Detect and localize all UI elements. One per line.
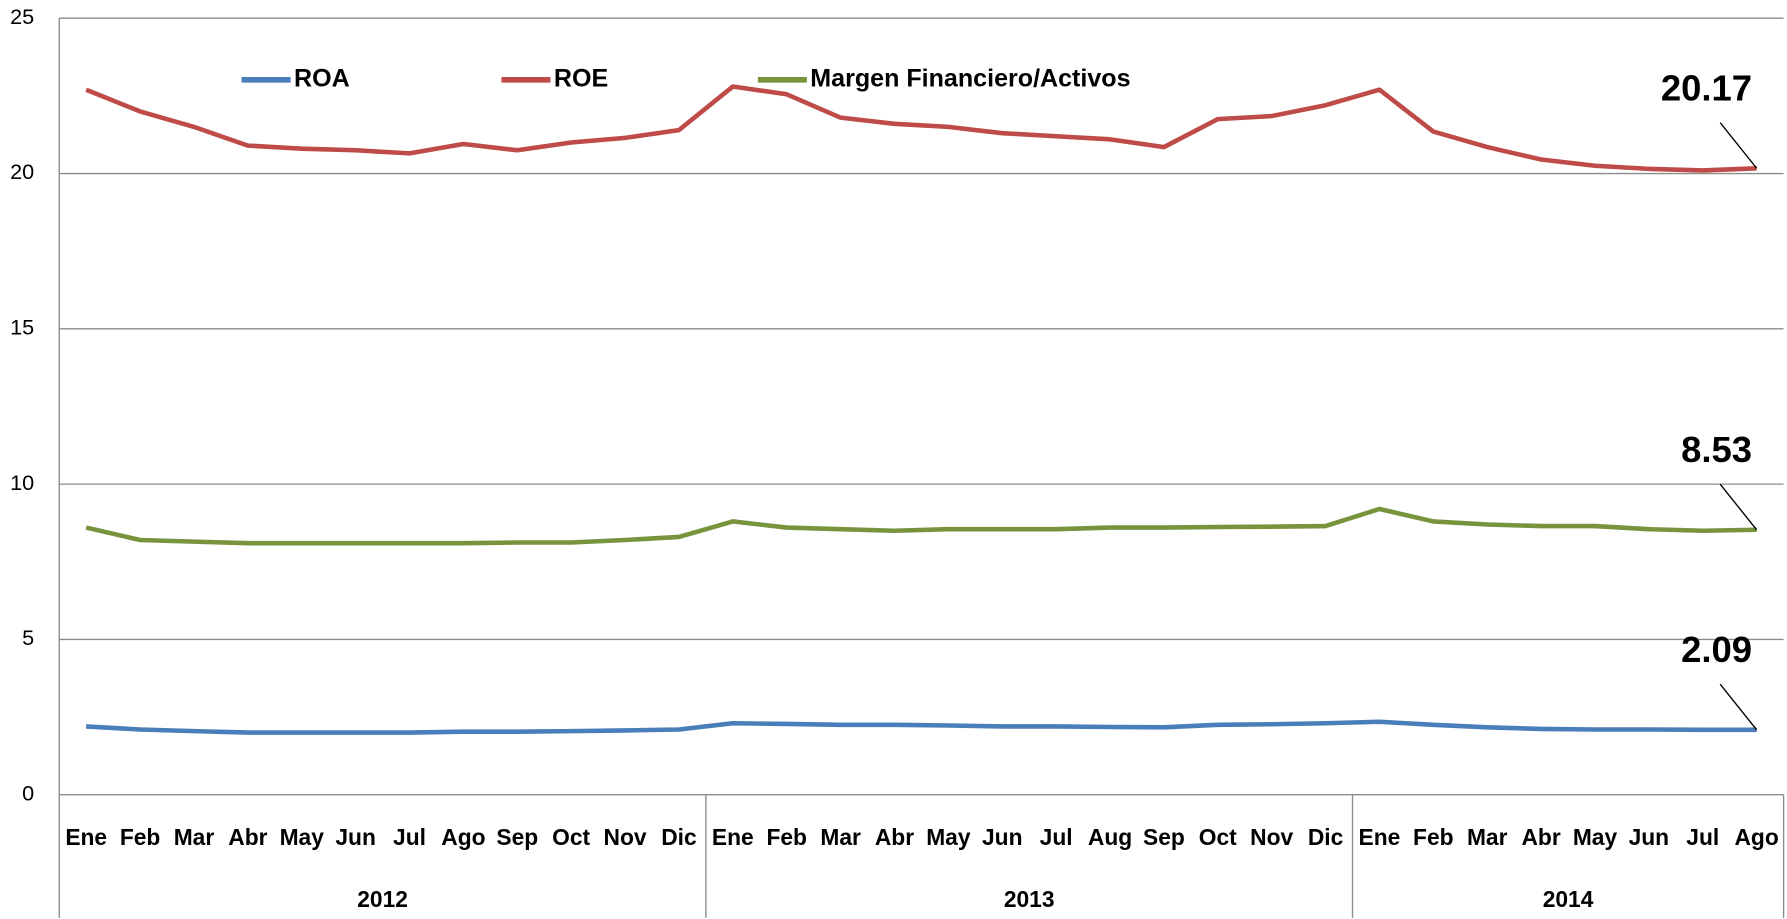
y-tick-label: 0 bbox=[22, 780, 34, 805]
x-tick-label: Jun bbox=[1629, 824, 1670, 850]
annotation-leader bbox=[1719, 122, 1758, 169]
y-tick-label: 20 bbox=[10, 159, 34, 184]
x-tick-label: Ene bbox=[1359, 824, 1401, 850]
x-group-label: 2014 bbox=[1543, 886, 1594, 912]
y-tick-label: 15 bbox=[10, 315, 34, 340]
x-tick-label: Sep bbox=[496, 824, 538, 850]
data-label: 20.17 bbox=[1661, 67, 1752, 108]
x-tick-label: Ago bbox=[1734, 824, 1778, 850]
legend-label: ROA bbox=[294, 64, 350, 92]
x-tick-label: Feb bbox=[766, 824, 807, 850]
data-label: 8.53 bbox=[1681, 429, 1752, 470]
x-tick-label: Jul bbox=[393, 824, 426, 850]
line-series bbox=[85, 84, 1757, 173]
x-tick-label: Dic bbox=[661, 824, 696, 850]
x-tick-label: Jul bbox=[1686, 824, 1719, 850]
legend-label: ROE bbox=[554, 64, 608, 92]
x-group-label: 2013 bbox=[1004, 886, 1055, 912]
x-tick-label: Nov bbox=[604, 824, 647, 850]
x-tick-label: Dic bbox=[1308, 824, 1343, 850]
x-tick-label: Mar bbox=[174, 824, 215, 850]
legend-label: Margen Financiero/Activos bbox=[810, 64, 1130, 92]
x-tick-label: Sep bbox=[1143, 824, 1185, 850]
y-tick-label: 25 bbox=[10, 4, 34, 29]
line-series bbox=[86, 719, 1757, 735]
x-tick-label: Aug bbox=[1088, 824, 1132, 850]
x-group-label: 2012 bbox=[357, 886, 408, 912]
line-series bbox=[85, 506, 1757, 546]
x-tick-label: Oct bbox=[1199, 824, 1237, 850]
x-tick-label: Feb bbox=[120, 824, 161, 850]
x-tick-label: Jun bbox=[335, 824, 376, 850]
x-tick-label: Mar bbox=[1467, 824, 1508, 850]
x-tick-label: Oct bbox=[552, 824, 590, 850]
annotation-leader bbox=[1719, 683, 1758, 731]
x-tick-label: Mar bbox=[820, 824, 861, 850]
x-tick-label: Nov bbox=[1250, 824, 1293, 850]
x-tick-label: Ago bbox=[441, 824, 485, 850]
x-tick-label: Ene bbox=[65, 824, 107, 850]
x-tick-label: Feb bbox=[1413, 824, 1454, 850]
x-tick-label: May bbox=[926, 824, 971, 850]
x-tick-label: May bbox=[1573, 824, 1618, 850]
x-tick-label: Ene bbox=[712, 824, 754, 850]
annotation-leader bbox=[1719, 483, 1758, 531]
x-tick-label: Abr bbox=[875, 824, 914, 850]
x-tick-label: Abr bbox=[228, 824, 267, 850]
x-tick-label: Jun bbox=[982, 824, 1023, 850]
x-tick-label: Abr bbox=[1521, 824, 1560, 850]
x-tick-label: May bbox=[280, 824, 325, 850]
data-label: 2.09 bbox=[1681, 629, 1752, 670]
y-tick-label: 10 bbox=[10, 470, 34, 495]
x-tick-label: Jul bbox=[1040, 824, 1073, 850]
y-tick-label: 5 bbox=[22, 625, 34, 650]
